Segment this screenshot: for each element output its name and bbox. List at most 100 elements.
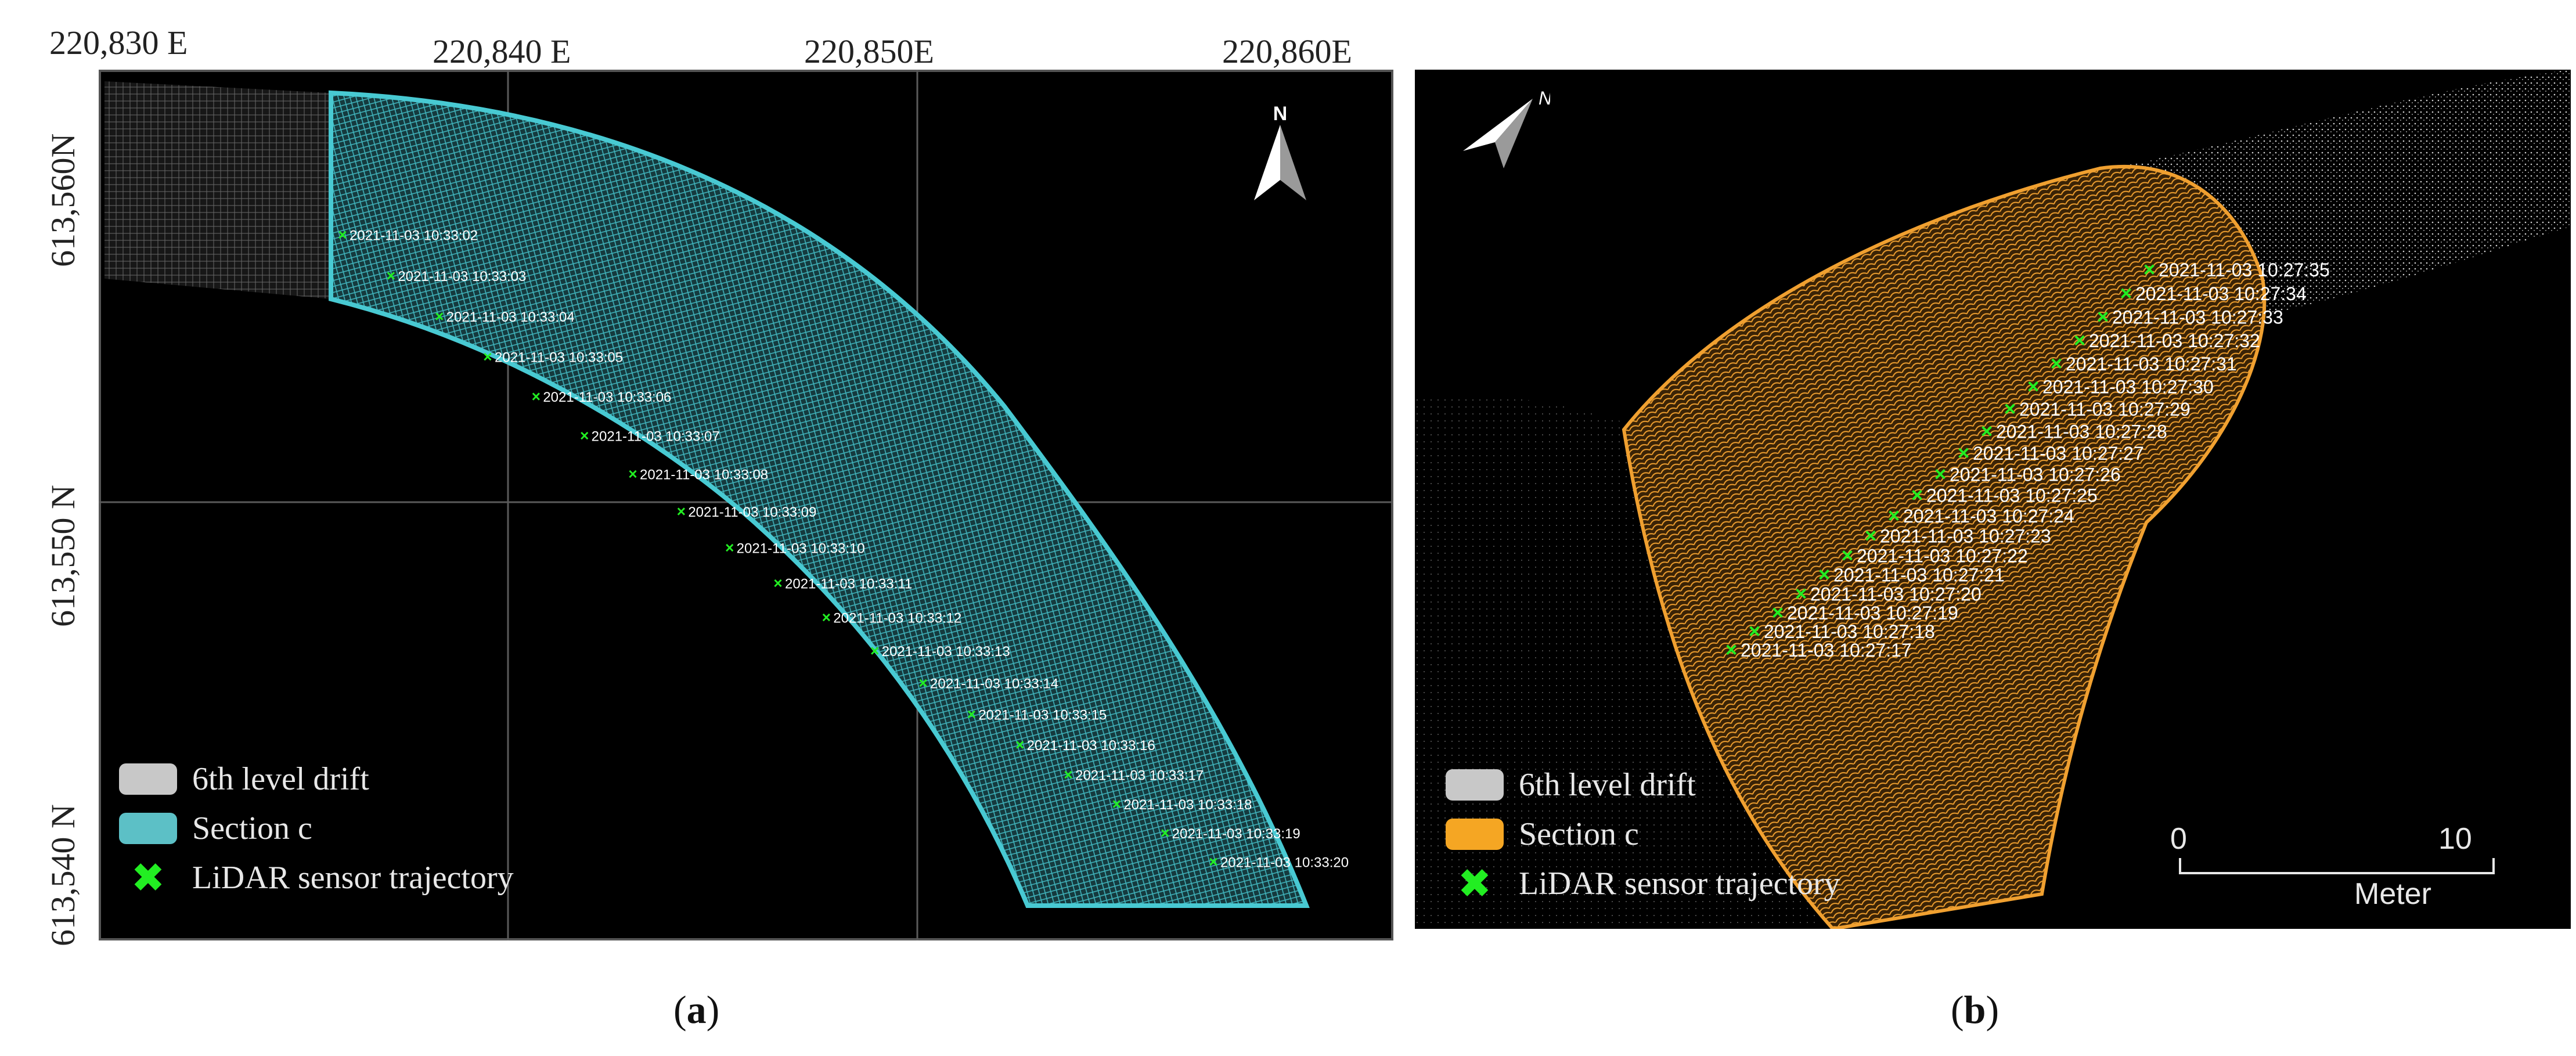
cross-icon: ✖ <box>1457 860 1492 907</box>
trajectory-b-marker-11: × <box>1981 420 1993 442</box>
scale-unit-label: Meter <box>2354 877 2431 911</box>
trajectory-a-marker-9: × <box>773 574 782 592</box>
x-tick-220840: 220,840 E <box>433 33 571 70</box>
trajectory-b-marker-4: × <box>1818 564 1831 586</box>
trajectory-a-label-1: 2021-11-03 10:33:03 <box>398 269 526 284</box>
trajectory-b-label-15: 2021-11-03 10:27:32 <box>2089 330 2260 351</box>
trajectory-a-label-7: 2021-11-03 10:33:09 <box>688 504 816 520</box>
legend-label-section-b: Section c <box>1519 816 1639 852</box>
trajectory-a-label-16: 2021-11-03 10:33:18 <box>1123 797 1252 813</box>
trajectory-b-marker-2: × <box>1772 601 1784 624</box>
y-tick-613550: 613,550 N <box>44 485 82 627</box>
legend-swatch-section-a <box>119 813 177 844</box>
trajectory-a-marker-8: × <box>725 539 734 556</box>
map-canvas-b: × 2021-11-03 10:27:17× 2021-11-03 10:27:18… <box>1415 70 2571 929</box>
trajectory-a-label-4: 2021-11-03 10:33:06 <box>543 390 671 405</box>
trajectory-a-marker-1: × <box>387 267 395 284</box>
trajectory-a-label-11: 2021-11-03 10:33:13 <box>882 644 1010 659</box>
cross-icon: ✖ <box>131 854 165 902</box>
trajectory-b-marker-5: × <box>1842 544 1854 567</box>
trajectory-b-marker-1: × <box>1749 620 1761 643</box>
north-arrow-icon: N <box>1463 88 1550 168</box>
trajectory-b-marker-6: × <box>1865 525 1877 547</box>
trajectory-a-marker-17: × <box>1161 824 1169 842</box>
trajectory-b-label-2: 2021-11-03 10:27:19 <box>1787 603 1958 623</box>
drift-region-a <box>105 81 331 299</box>
trajectory-a-label-14: 2021-11-03 10:33:16 <box>1027 738 1155 754</box>
trajectory-a-label-18: 2021-11-03 10:33:20 <box>1220 855 1349 870</box>
trajectory-a-marker-11: × <box>870 642 879 659</box>
trajectory-a-marker-13: × <box>967 705 976 723</box>
legend-item-trajectory-b: ✖ LiDAR sensor trajectory <box>1446 860 1840 907</box>
legend-swatch-drift-b <box>1446 769 1504 801</box>
trajectory-b-marker-18: × <box>2143 258 2156 281</box>
trajectory-b-marker-0: × <box>1725 639 1738 661</box>
scale-bar-line <box>2180 872 2494 874</box>
legend-label-section-a: Section c <box>192 810 312 846</box>
trajectory-b-label-13: 2021-11-03 10:27:30 <box>2042 376 2214 397</box>
section-c-region-a <box>329 90 1310 908</box>
trajectory-b-marker-8: × <box>1911 484 1923 507</box>
trajectory-a-marker-18: × <box>1209 853 1217 870</box>
trajectory-b-label-11: 2021-11-03 10:27:28 <box>1996 421 2167 442</box>
trajectory-a-label-0: 2021-11-03 10:33:02 <box>350 228 478 243</box>
trajectory-b-marker-15: × <box>2074 329 2086 352</box>
trajectory-a-marker-14: × <box>1015 736 1024 754</box>
trajectory-a-label-6: 2021-11-03 10:33:08 <box>640 467 768 482</box>
legend-item-section-b: Section c <box>1446 816 1639 853</box>
trajectory-b-marker-13: × <box>2027 375 2040 398</box>
trajectory-b-label-0: 2021-11-03 10:27:17 <box>1741 640 1912 661</box>
trajectory-a-label-2: 2021-11-03 10:33:04 <box>446 309 575 325</box>
scale-bar-tick-right <box>2492 858 2495 874</box>
trajectory-a-label-9: 2021-11-03 10:33:11 <box>785 576 912 592</box>
trajectory-a-marker-16: × <box>1112 795 1121 813</box>
scale-end-label: 10 <box>2438 822 2472 856</box>
trajectory-a-marker-3: × <box>483 348 492 365</box>
north-label-b: N <box>1539 88 1550 109</box>
trajectory-a-marker-15: × <box>1064 766 1072 783</box>
legend-item-drift-a: 6th level drift <box>119 761 369 798</box>
legend-item-section-a: Section c <box>119 810 312 847</box>
legend-label-trajectory-b: LiDAR sensor trajectory <box>1519 866 1840 902</box>
legend-item-drift-b: 6th level drift <box>1446 766 1696 803</box>
north-label-a: N <box>1273 103 1288 125</box>
trajectory-a-label-12: 2021-11-03 10:33:14 <box>930 676 1058 691</box>
caption-a: (a) <box>673 987 720 1032</box>
trajectory-a-marker-0: × <box>338 226 347 243</box>
legend-label-drift-a: 6th level drift <box>192 761 369 797</box>
trajectory-b-label-4: 2021-11-03 10:27:21 <box>1833 565 2005 586</box>
x-tick-220860: 220,860E <box>1222 33 1352 70</box>
y-tick-613540: 613,540 N <box>44 804 82 946</box>
trajectory-b-label-17: 2021-11-03 10:27:34 <box>2135 283 2307 304</box>
scale-start-label: 0 <box>2170 822 2187 856</box>
trajectory-a-marker-7: × <box>677 503 686 520</box>
trajectory-b-marker-9: × <box>1934 463 1947 486</box>
section-c-region-b <box>1622 164 2267 929</box>
trajectory-b-label-16: 2021-11-03 10:27:33 <box>2112 307 2283 328</box>
trajectory-b-label-3: 2021-11-03 10:27:20 <box>1810 584 1981 605</box>
legend-label-trajectory-a: LiDAR sensor trajectory <box>192 860 514 896</box>
trajectory-a-marker-4: × <box>532 388 541 405</box>
trajectory-b-marker-17: × <box>2120 282 2132 305</box>
trajectory-b-label-12: 2021-11-03 10:27:29 <box>2019 399 2190 420</box>
legend-swatch-section-b <box>1446 819 1504 850</box>
trajectory-a-label-13: 2021-11-03 10:33:15 <box>978 707 1107 723</box>
x-tick-220830: 220,830 E <box>49 24 188 62</box>
trajectory-a-label-17: 2021-11-03 10:33:19 <box>1172 826 1300 842</box>
trajectory-b-label-1: 2021-11-03 10:27:18 <box>1764 621 1935 642</box>
trajectory-a-label-3: 2021-11-03 10:33:05 <box>495 349 623 365</box>
trajectory-b-label-9: 2021-11-03 10:27:26 <box>1950 464 2121 485</box>
trajectory-a-marker-10: × <box>822 608 831 626</box>
trajectory-a: × 2021-11-03 10:33:02× 2021-11-03 10:33:03… <box>338 226 1349 870</box>
trajectory-b-marker-10: × <box>1958 442 1970 464</box>
trajectory-b-marker-16: × <box>2097 306 2109 329</box>
y-tick-613560: 613,560N <box>44 133 82 267</box>
trajectory-a-marker-5: × <box>580 427 589 444</box>
trajectory-a-label-5: 2021-11-03 10:33:07 <box>592 428 720 444</box>
map-canvas-a: × 2021-11-03 10:33:02× 2021-11-03 10:33:03… <box>99 70 1393 940</box>
legend-label-drift-b: 6th level drift <box>1519 767 1696 803</box>
legend-swatch-drift-a <box>119 763 177 795</box>
trajectory-b-label-6: 2021-11-03 10:27:23 <box>1880 526 2051 547</box>
trajectory-b-marker-12: × <box>2004 398 2016 420</box>
trajectory-b: × 2021-11-03 10:27:17× 2021-11-03 10:27:18… <box>1725 258 2330 661</box>
